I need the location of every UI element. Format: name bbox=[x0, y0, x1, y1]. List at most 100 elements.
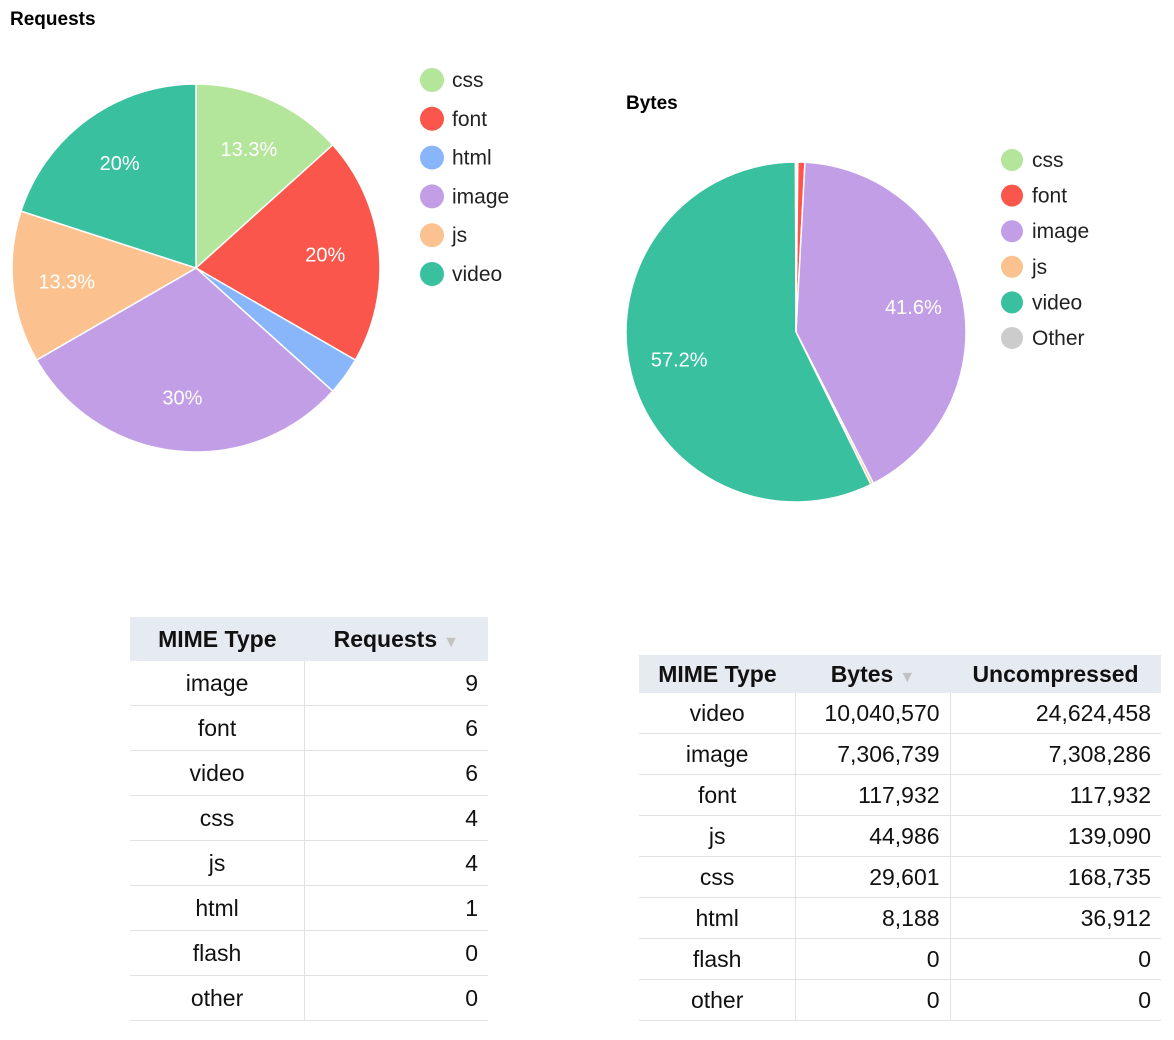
value-cell: 9 bbox=[304, 661, 488, 706]
legend-swatch bbox=[1001, 255, 1023, 278]
requests-pie-labels: 13.3% 20% 30% 13.3% 20% bbox=[38, 139, 345, 409]
legend-item-image[interactable]: image bbox=[420, 184, 509, 209]
legend-item-font[interactable]: font bbox=[420, 106, 487, 131]
value-cell: 6 bbox=[304, 705, 488, 751]
legend-label: font bbox=[452, 108, 487, 131]
legend-swatch bbox=[1001, 149, 1023, 171]
legend-item-image[interactable]: image bbox=[1001, 220, 1089, 243]
requests-legend: css font html image js video bbox=[420, 68, 509, 286]
legend-label: css bbox=[1032, 149, 1064, 172]
bytes-table: MIME Type Bytes ▼ Uncompressed video 10,04… bbox=[639, 655, 1161, 1021]
legend-label: js bbox=[1031, 256, 1047, 279]
legend-item-html[interactable]: html bbox=[420, 145, 492, 170]
mime-type-cell: other bbox=[130, 975, 306, 1021]
legend-item-other[interactable]: Other bbox=[1001, 327, 1085, 350]
mime-type-cell: html bbox=[639, 897, 797, 939]
sort-desc-icon: ▼ bbox=[443, 633, 459, 651]
bytes-legend: css font image js video Other bbox=[1001, 149, 1089, 350]
value-cell: 139,090 bbox=[950, 815, 1161, 857]
mime-type-cell: video bbox=[130, 750, 306, 796]
mime-type-cell: html bbox=[130, 885, 306, 931]
slice-label-video: 20% bbox=[100, 153, 140, 175]
legend-item-font[interactable]: font bbox=[1001, 184, 1067, 208]
legend-swatch bbox=[1001, 184, 1023, 207]
legend-swatch bbox=[1001, 220, 1023, 243]
col-requests[interactable]: Requests ▼ bbox=[304, 617, 488, 661]
legend-item-video[interactable]: video bbox=[1001, 291, 1082, 314]
col-uncompressed[interactable]: Uncompressed bbox=[950, 655, 1161, 693]
mime-type-cell: other bbox=[639, 979, 797, 1021]
slice-label-font: 20% bbox=[305, 244, 345, 266]
value-cell: 4 bbox=[304, 840, 488, 886]
table-row: flash 0 bbox=[130, 930, 488, 976]
legend-item-css[interactable]: css bbox=[420, 68, 484, 92]
col-mime-type[interactable]: MIME Type bbox=[639, 655, 796, 693]
value-cell: 0 bbox=[304, 975, 488, 1021]
legend-swatch bbox=[420, 145, 444, 170]
table-row: video 10,040,570 24,624,458 bbox=[639, 693, 1161, 734]
pie-slice-js[interactable] bbox=[11, 210, 198, 362]
requests-chart-title: Requests bbox=[10, 9, 96, 30]
table-row: html 1 bbox=[130, 885, 488, 931]
slice-label-css: 13.3% bbox=[221, 139, 278, 161]
legend-swatch bbox=[1001, 291, 1023, 314]
legend-label: Other bbox=[1032, 327, 1085, 350]
value-cell: 4 bbox=[304, 795, 488, 841]
table-row: image 9 bbox=[130, 661, 488, 706]
requests-table: MIME Type Requests ▼ image 9 font 6 video 6 css… bbox=[130, 617, 488, 1021]
pie-slice-video[interactable] bbox=[625, 161, 872, 503]
mime-type-cell: font bbox=[130, 705, 306, 751]
bytes-chart-title: Bytes bbox=[626, 93, 678, 114]
legend-item-js[interactable]: js bbox=[1001, 255, 1047, 279]
table-row: css 4 bbox=[130, 795, 488, 841]
legend-swatch bbox=[420, 223, 444, 248]
legend-item-video[interactable]: video bbox=[420, 262, 502, 286]
mime-type-cell: font bbox=[639, 774, 797, 816]
value-cell: 0 bbox=[795, 938, 951, 980]
col-mime-type[interactable]: MIME Type bbox=[130, 617, 305, 661]
bytes-pie bbox=[625, 161, 967, 503]
pie-slice-image[interactable] bbox=[35, 267, 334, 453]
value-cell: 0 bbox=[795, 979, 951, 1021]
bytes-table-header: MIME Type Bytes ▼ Uncompressed bbox=[639, 655, 1161, 693]
sort-desc-icon: ▼ bbox=[899, 668, 916, 686]
legend-swatch bbox=[420, 68, 444, 92]
table-row: other 0 0 bbox=[639, 979, 1161, 1021]
table-row: html 8,188 36,912 bbox=[639, 897, 1161, 939]
pie-slice-video[interactable] bbox=[20, 83, 197, 270]
mime-type-cell: flash bbox=[130, 930, 306, 976]
legend-label: video bbox=[452, 263, 502, 286]
value-cell: 117,932 bbox=[795, 774, 951, 816]
pie-slice-css[interactable] bbox=[195, 83, 334, 270]
value-cell: 0 bbox=[950, 938, 1161, 980]
legend-item-css[interactable]: css bbox=[1001, 149, 1064, 172]
col-bytes[interactable]: Bytes ▼ bbox=[795, 655, 951, 693]
legend-label: css bbox=[452, 69, 484, 92]
legend-swatch bbox=[420, 106, 444, 131]
pie-slice-other[interactable] bbox=[794, 161, 797, 333]
slice-label-image: 41.6% bbox=[885, 297, 942, 319]
mime-type-cell: flash bbox=[639, 938, 797, 980]
legend-label: font bbox=[1032, 185, 1067, 208]
table-row: flash 0 0 bbox=[639, 938, 1161, 980]
table-row: video 6 bbox=[130, 750, 488, 796]
legend-item-js[interactable]: js bbox=[420, 223, 467, 248]
value-cell: 36,912 bbox=[950, 897, 1161, 939]
value-cell: 1 bbox=[304, 885, 488, 931]
value-cell: 8,188 bbox=[795, 897, 951, 939]
table-row: other 0 bbox=[130, 975, 488, 1021]
pie-slice-image[interactable] bbox=[795, 161, 967, 485]
value-cell: 29,601 bbox=[795, 856, 951, 898]
value-cell: 168,735 bbox=[950, 856, 1161, 898]
value-cell: 7,308,286 bbox=[950, 733, 1161, 775]
table-row: js 44,986 139,090 bbox=[639, 815, 1161, 857]
legend-swatch bbox=[1001, 327, 1023, 349]
legend-label: image bbox=[1032, 220, 1089, 243]
mime-type-cell: image bbox=[130, 661, 306, 706]
slice-label-image: 30% bbox=[162, 387, 202, 409]
table-row: css 29,601 168,735 bbox=[639, 856, 1161, 898]
requests-pie bbox=[11, 83, 381, 453]
mime-type-cell: css bbox=[639, 856, 797, 898]
pie-slice-font[interactable] bbox=[194, 143, 381, 362]
table-row: image 7,306,739 7,308,286 bbox=[639, 733, 1161, 775]
